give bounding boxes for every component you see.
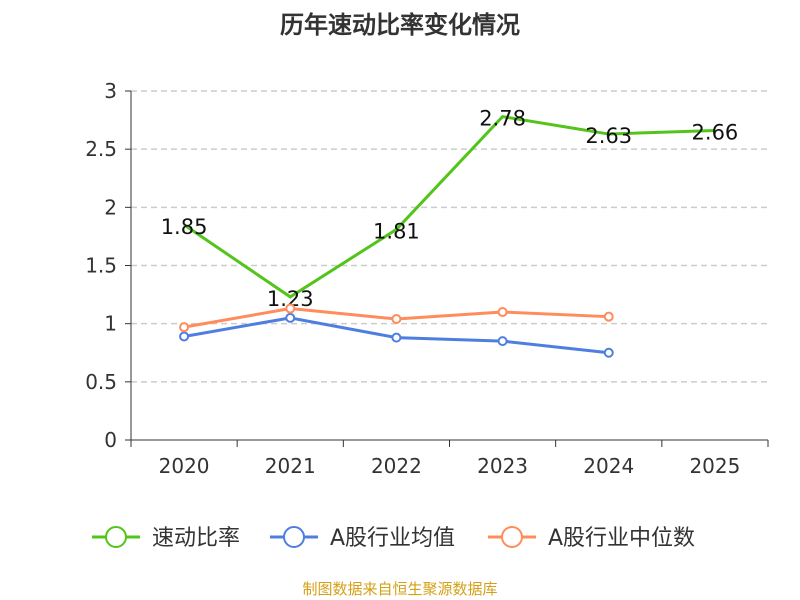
data-point: [391, 332, 402, 343]
data-point: [285, 303, 296, 314]
x-tick-label: 2025: [689, 454, 740, 478]
legend-label: 速动比率: [152, 526, 240, 551]
y-tick-label: 2.5: [85, 137, 117, 161]
data-label: 2.63: [585, 124, 632, 148]
series-line: [183, 114, 715, 299]
data-point: [497, 307, 508, 318]
x-tick-label: 2020: [159, 454, 210, 478]
data-point: [179, 322, 190, 333]
data-point: [603, 347, 614, 358]
legend-label: A股行业中位数: [548, 526, 695, 551]
data-label: 2.66: [692, 121, 739, 145]
x-tick-label: 2024: [583, 454, 634, 478]
data-point: [603, 311, 614, 322]
data-point: [285, 312, 296, 323]
data-point: [179, 331, 190, 342]
data-label: 1.81: [373, 219, 420, 243]
legend-marker: [501, 526, 523, 548]
y-tick-label: 1: [104, 312, 117, 336]
data-point: [391, 314, 402, 325]
x-tick-label: 2022: [371, 454, 422, 478]
legend-marker: [283, 526, 305, 548]
data-point: [497, 336, 508, 347]
y-tick-label: 0.5: [85, 370, 117, 394]
legend-marker: [105, 526, 127, 548]
data-label: 2.78: [479, 107, 526, 131]
y-tick-label: 2: [104, 195, 117, 219]
data-label: 1.85: [161, 215, 208, 239]
source-note: 制图数据来自恒生聚源数据库: [302, 580, 497, 598]
y-tick-label: 0: [104, 428, 117, 452]
y-tick-label: 3: [104, 79, 117, 103]
x-tick-label: 2023: [477, 454, 528, 478]
legend-label: A股行业均值: [330, 526, 455, 551]
y-tick-label: 1.5: [85, 254, 117, 278]
chart-title: 历年速动比率变化情况: [280, 11, 520, 39]
x-tick-label: 2021: [265, 454, 316, 478]
